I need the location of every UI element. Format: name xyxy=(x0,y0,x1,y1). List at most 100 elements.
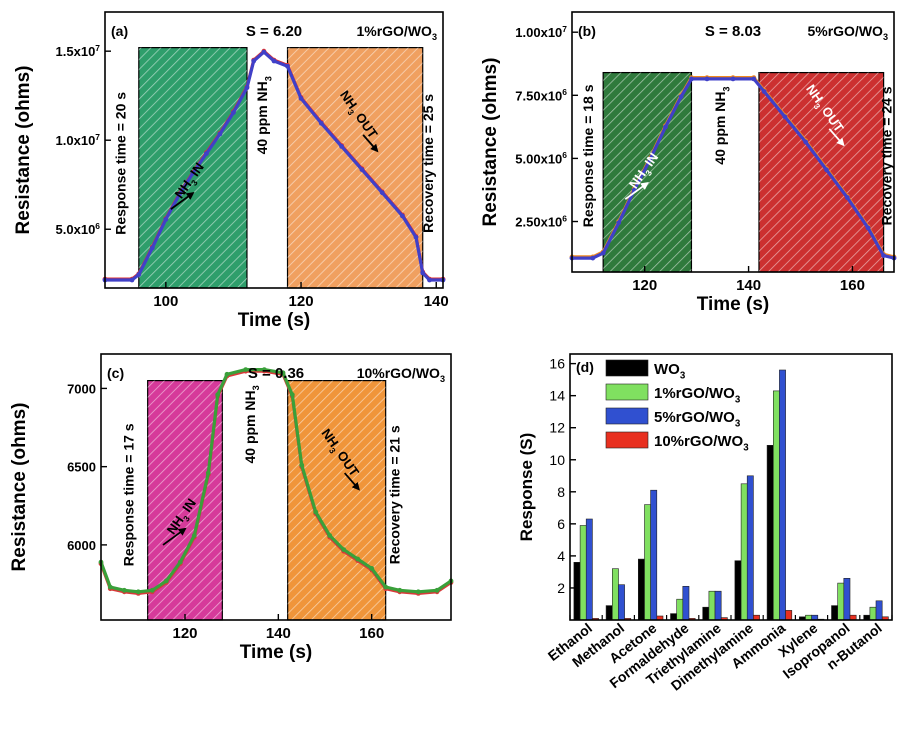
arrow-icon xyxy=(170,191,195,210)
data-point xyxy=(177,559,183,565)
x-axis-title: Time (s) xyxy=(240,642,313,663)
y-axis-title: Resistance (ohms) xyxy=(9,403,30,572)
bar xyxy=(740,483,748,621)
data-point xyxy=(217,131,223,137)
annotation-vertical: Recovery time = 21 s xyxy=(387,425,403,564)
y-tick-label: 5.00x106 xyxy=(515,150,567,166)
y-tick-label: 1.00x107 xyxy=(515,24,567,40)
data-point xyxy=(205,470,211,476)
bar xyxy=(670,613,677,621)
legend-label: WO3 xyxy=(654,361,686,382)
y-tick-label: 10 xyxy=(549,452,565,468)
arrow-icon xyxy=(362,134,379,153)
bar xyxy=(650,489,658,621)
data-point xyxy=(339,144,344,149)
annotation-vertical: 40 ppm NH3 xyxy=(712,86,731,164)
panel-label: (b) xyxy=(578,23,596,39)
legend-swatch xyxy=(605,407,649,425)
data-point xyxy=(415,589,421,595)
data-point xyxy=(881,253,886,258)
bar xyxy=(605,605,613,621)
legend-swatch xyxy=(605,383,649,401)
x-tick-label: 160 xyxy=(359,625,384,642)
bar xyxy=(644,504,651,621)
y-tick-label: 5.0x106 xyxy=(56,221,101,237)
annotation-vertical: Recovery time = 25 s xyxy=(420,94,436,233)
data-point xyxy=(177,192,182,197)
y-tick-label: 6000 xyxy=(67,538,96,553)
data-point xyxy=(136,272,142,277)
x-axis-title: Time (s) xyxy=(697,294,770,315)
data-point xyxy=(600,250,606,256)
bar xyxy=(702,606,710,621)
hatch-overlay xyxy=(758,72,884,273)
data-point xyxy=(647,157,653,163)
data-point xyxy=(285,63,290,69)
material-label: 5%rGO/WO3 xyxy=(807,23,888,42)
data-point xyxy=(761,89,767,94)
x-tick-label: 140 xyxy=(736,277,761,294)
data-point xyxy=(369,566,375,571)
y-tick-label: 8 xyxy=(557,484,565,500)
data-point xyxy=(163,217,169,222)
data-point xyxy=(379,190,385,196)
data-point xyxy=(129,277,135,283)
x-axis-title: Time (s) xyxy=(238,310,311,331)
bar xyxy=(676,598,684,621)
data-point xyxy=(271,58,277,64)
data-point xyxy=(149,245,155,251)
x-tick-label: 140 xyxy=(424,293,449,310)
sensitivity-label: S = 6.20 xyxy=(246,23,302,40)
data-point xyxy=(231,110,236,115)
bar xyxy=(573,561,581,621)
y-tick-label: 6 xyxy=(557,516,565,532)
arrow-icon xyxy=(162,527,187,546)
data-point xyxy=(215,392,221,398)
data-point xyxy=(844,195,850,200)
bar xyxy=(734,560,742,621)
y-tick-label: 16 xyxy=(549,356,565,372)
bar xyxy=(772,390,780,621)
panel-label: (a) xyxy=(111,23,128,39)
bar xyxy=(869,606,877,621)
annotation-vertical: Response time = 17 s xyxy=(121,423,137,566)
x-tick-label: 160 xyxy=(840,277,865,294)
y-tick-label: 1.5x107 xyxy=(56,43,101,59)
data-point xyxy=(730,76,736,82)
bar xyxy=(579,525,587,621)
legend-swatch xyxy=(605,431,649,449)
material-label: 1%rGO/WO3 xyxy=(356,23,437,42)
data-point xyxy=(204,151,209,157)
data-point xyxy=(191,533,197,538)
hatch-overlay xyxy=(138,47,247,289)
x-tick-label: 120 xyxy=(289,293,314,310)
data-point xyxy=(289,392,295,398)
data-point xyxy=(751,76,757,82)
bar xyxy=(682,585,690,621)
y-tick-label: 4 xyxy=(557,548,565,564)
x-tick-label: 140 xyxy=(266,625,291,642)
data-point xyxy=(782,114,788,120)
arrow-icon xyxy=(828,128,845,147)
bar xyxy=(831,605,838,621)
data-point xyxy=(616,220,622,226)
hatch-overlay xyxy=(287,47,423,289)
data-point xyxy=(121,587,127,593)
data-point xyxy=(704,76,710,82)
annotation-vertical: Response time = 20 s xyxy=(112,92,128,235)
hatch-overlay xyxy=(147,380,223,620)
bar xyxy=(708,590,716,621)
y-tick-label: 7.50x106 xyxy=(515,87,567,103)
annotation-vertical: Response time = 18 s xyxy=(580,84,596,227)
data-point xyxy=(689,76,694,82)
data-point xyxy=(243,367,249,372)
y-tick-label: 7000 xyxy=(67,381,96,396)
data-point xyxy=(803,139,809,145)
data-point xyxy=(355,556,361,562)
data-point xyxy=(299,462,305,468)
panel-label: (d) xyxy=(576,359,594,375)
bar xyxy=(875,600,883,621)
sensitivity-label: S = 0.36 xyxy=(248,365,304,382)
data-point xyxy=(224,371,230,377)
